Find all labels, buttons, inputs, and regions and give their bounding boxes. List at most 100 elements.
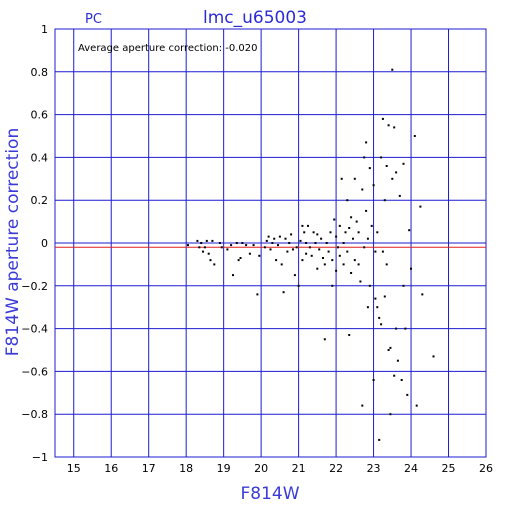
data-point [393, 126, 396, 129]
data-point [307, 224, 309, 227]
data-point [323, 263, 326, 266]
x-tick-label: 19 [217, 462, 231, 475]
tick-labels: 15 16 17 18 19 20 21 22 23 24 25 26 −1 −0.8 −0.6 −0.4 −0… [21, 23, 493, 475]
data-point [370, 224, 373, 227]
data-point [314, 242, 317, 244]
data-point [301, 259, 304, 262]
y-tick-label: 0.6 [31, 109, 49, 122]
data-point [235, 242, 238, 244]
plot-frame [54, 28, 487, 458]
data-point [350, 272, 353, 274]
y-tick-label: 0.4 [31, 151, 49, 164]
data-point [333, 218, 336, 221]
data-point [320, 237, 323, 240]
data-point [387, 349, 390, 351]
data-point [383, 295, 386, 298]
x-tick-label: 24 [404, 462, 418, 475]
data-point [187, 244, 189, 247]
x-tick-label: 18 [179, 462, 193, 475]
data-point [318, 248, 321, 251]
data-point [385, 263, 388, 266]
data-point [381, 250, 384, 253]
data-point [365, 209, 368, 212]
data-point [202, 250, 204, 253]
data-point [273, 237, 276, 240]
data-point [305, 252, 308, 255]
data-point [329, 231, 332, 234]
data-point [344, 231, 347, 234]
x-tick-label: 22 [329, 462, 343, 475]
data-point [322, 257, 324, 259]
data-point [303, 231, 306, 234]
data-point [374, 250, 377, 253]
data-point [413, 135, 416, 137]
y-tick-label: −0.6 [21, 365, 48, 378]
data-point [323, 338, 326, 341]
data-point [406, 393, 409, 396]
y-tick-label: −1 [32, 451, 48, 464]
data-point [207, 252, 210, 255]
data-point [292, 248, 294, 251]
data-point [312, 231, 315, 234]
data-point [419, 205, 422, 208]
data-point [338, 254, 341, 257]
data-point [368, 284, 371, 287]
data-point [387, 124, 390, 127]
y-axis-title: F814W aperture correction [3, 128, 23, 356]
data-point [385, 165, 388, 167]
data-point [346, 250, 349, 253]
data-point [301, 224, 304, 227]
data-point [200, 242, 203, 244]
x-tick-label: 20 [254, 462, 268, 475]
data-point [376, 231, 379, 234]
x-tick-label: 17 [142, 462, 156, 475]
data-point [327, 250, 330, 253]
data-point [381, 117, 384, 120]
data-point [421, 293, 424, 296]
data-point [280, 263, 283, 266]
data-point [342, 242, 345, 244]
y-tick-label: −0.8 [21, 408, 48, 421]
data-point [331, 284, 334, 287]
data-point [410, 267, 412, 270]
data-point [290, 233, 293, 236]
data-point [284, 237, 287, 240]
data-point [277, 244, 279, 247]
data-point [366, 306, 369, 309]
data-point [325, 242, 328, 244]
data-point [404, 327, 407, 330]
chart-title: lmc_u65003 [203, 8, 307, 28]
data-point [365, 141, 368, 144]
camera-label: PC [85, 12, 102, 27]
data-point [342, 263, 345, 266]
data-point [376, 306, 379, 309]
data-point [398, 194, 401, 197]
data-point [271, 242, 274, 244]
data-point [282, 291, 285, 294]
data-point [196, 239, 199, 242]
data-point [353, 259, 356, 262]
data-point [408, 229, 411, 232]
data-point [338, 224, 341, 227]
data-point [295, 246, 298, 249]
y-tick-label: −0.2 [21, 280, 48, 293]
data-point [372, 184, 375, 187]
data-point [389, 413, 392, 416]
data-point [299, 239, 302, 242]
data-point [211, 239, 214, 242]
data-point [357, 231, 360, 234]
x-tick-label: 16 [104, 462, 118, 475]
data-point [248, 252, 251, 255]
data-point [372, 379, 375, 381]
y-tick-label: −0.4 [21, 323, 48, 336]
x-tick-label: 23 [367, 462, 381, 475]
data-point [263, 246, 266, 249]
data-point [335, 269, 338, 272]
data-point [267, 235, 270, 238]
x-tick-label: 26 [479, 462, 493, 475]
data-point [288, 242, 291, 244]
data-point [278, 235, 281, 238]
data-point [258, 254, 261, 257]
data-point [415, 404, 418, 407]
